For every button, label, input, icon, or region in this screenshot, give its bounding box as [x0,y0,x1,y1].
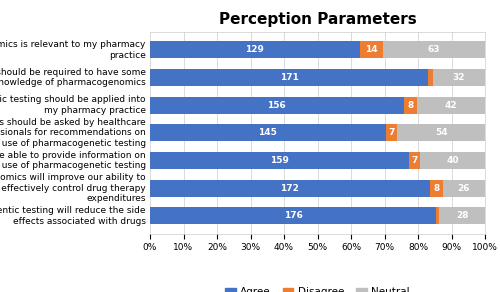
Text: 8: 8 [407,101,414,110]
Title: Perception Parameters: Perception Parameters [218,12,416,27]
Text: 159: 159 [270,156,288,165]
Bar [440,207,485,225]
Text: 28: 28 [456,211,468,220]
Bar [150,41,360,58]
Text: 63: 63 [428,45,440,54]
Text: 171: 171 [280,73,298,82]
Bar [433,69,485,86]
Bar [360,41,382,58]
Bar [416,97,485,114]
Bar [150,124,386,141]
Bar [404,97,416,114]
Text: 42: 42 [444,101,457,110]
Bar [382,41,485,58]
Text: 26: 26 [458,184,470,193]
Text: 176: 176 [284,211,302,220]
Text: 156: 156 [268,101,286,110]
Bar [386,124,397,141]
Bar [150,207,436,225]
Text: 7: 7 [388,128,394,137]
Bar [150,180,429,197]
Bar [436,207,440,225]
Bar [420,152,485,169]
Text: 54: 54 [435,128,448,137]
Text: 172: 172 [280,184,299,193]
Text: 40: 40 [446,156,458,165]
Legend: Agree, Disagree, Neutral: Agree, Disagree, Neutral [221,283,414,292]
Bar [150,69,428,86]
Bar [408,152,420,169]
Text: 8: 8 [433,184,440,193]
Text: 7: 7 [411,156,418,165]
Bar [442,180,485,197]
Bar [397,124,485,141]
Text: 145: 145 [258,128,278,137]
Bar [428,69,433,86]
Text: 14: 14 [365,45,378,54]
Text: 32: 32 [452,73,465,82]
Bar [430,180,442,197]
Bar [150,97,404,114]
Bar [150,152,408,169]
Text: 129: 129 [246,45,264,54]
